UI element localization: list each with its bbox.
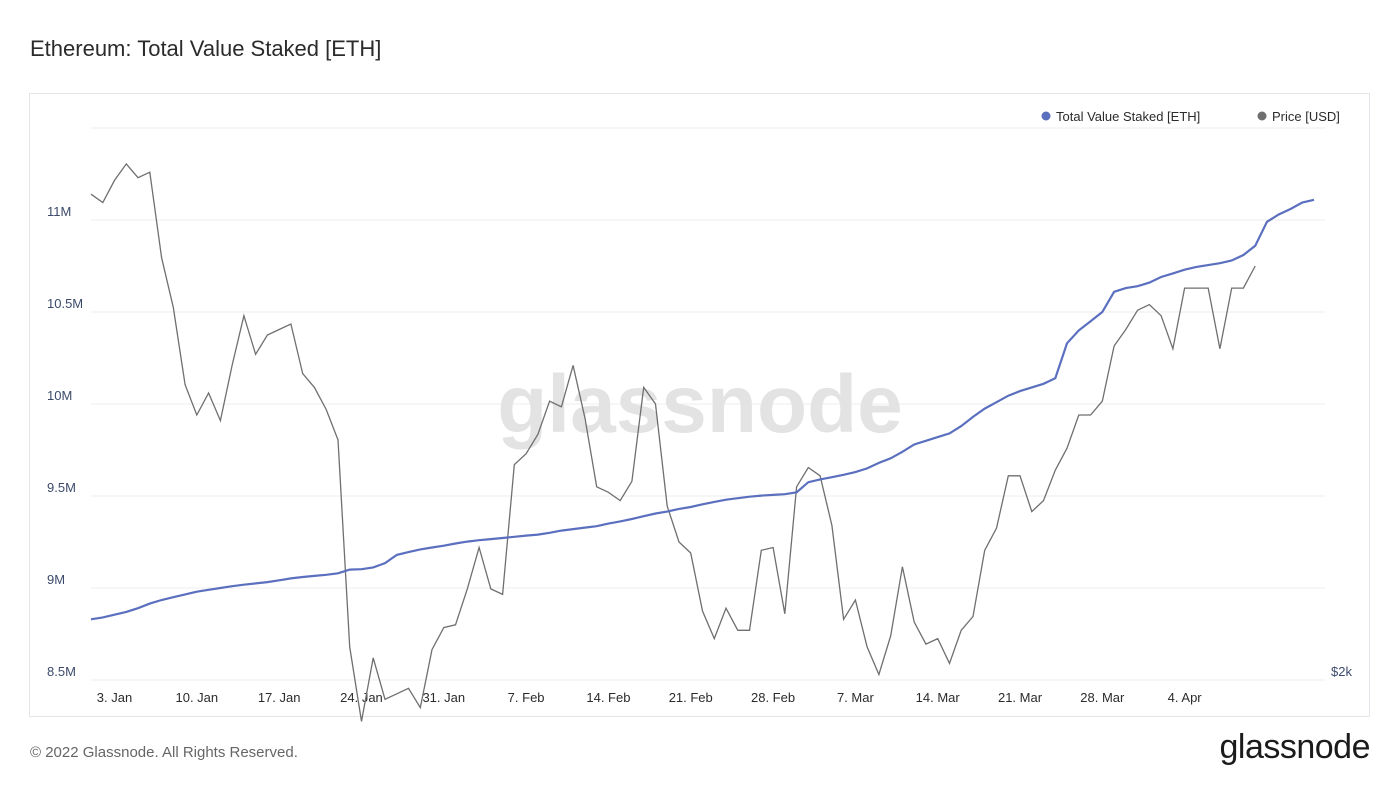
y-tick-label: 10.5M — [47, 296, 83, 311]
x-tick-label: 21. Feb — [669, 690, 713, 705]
legend-item-staked[interactable]: Total Value Staked [ETH] — [1041, 109, 1201, 124]
grid-lines — [91, 127, 1325, 681]
y-right-tick-label: $2k — [1331, 664, 1352, 679]
x-tick-label: 28. Feb — [751, 690, 795, 705]
x-tick-label: 17. Jan — [258, 690, 301, 705]
y-tick-label: 11M — [47, 204, 71, 219]
x-tick-label: 21. Mar — [998, 690, 1043, 705]
series-line-price — [90, 162, 1256, 722]
y-tick-label: 9M — [47, 572, 65, 587]
x-axis-ticks: 3. Jan 10. Jan 17. Jan 24. Jan 31. Jan 7. Feb… — [97, 690, 1202, 705]
legend-marker-staked — [1041, 111, 1051, 121]
watermark: glassnode — [497, 359, 903, 450]
legend-label-price: Price [USD] — [1272, 109, 1340, 124]
legend-marker-price — [1257, 111, 1267, 121]
legend-label-staked: Total Value Staked [ETH] — [1056, 109, 1200, 124]
x-tick-label: 14. Mar — [916, 690, 961, 705]
y-tick-label: 8.5M — [47, 664, 76, 679]
x-tick-label: 10. Jan — [176, 690, 219, 705]
y-right-axis-ticks: $2k — [1331, 664, 1352, 679]
x-tick-label: 3. Jan — [97, 690, 132, 705]
y-tick-label: 10M — [47, 388, 72, 403]
legend: Total Value Staked [ETH] Price [USD] — [1041, 109, 1340, 124]
x-tick-label: 24. Jan — [340, 690, 383, 705]
x-tick-label: 7. Mar — [837, 690, 875, 705]
legend-item-price[interactable]: Price [USD] — [1257, 109, 1340, 124]
y-tick-label: 9.5M — [47, 480, 76, 495]
x-tick-label: 4. Apr — [1168, 690, 1203, 705]
x-tick-label: 31. Jan — [422, 690, 465, 705]
x-tick-label: 28. Mar — [1080, 690, 1125, 705]
x-tick-label: 14. Feb — [586, 690, 630, 705]
series-line-staked — [90, 198, 1315, 621]
chart-panel — [29, 93, 1370, 717]
glassnode-logo[interactable]: glassnode — [1219, 728, 1370, 766]
x-tick-label: 7. Feb — [508, 690, 545, 705]
chart-title: Ethereum: Total Value Staked [ETH] — [30, 36, 382, 61]
y-axis-ticks: 8.5M 9M 9.5M 10M 10.5M 11M — [47, 204, 83, 679]
copyright-footer: © 2022 Glassnode. All Rights Reserved. — [30, 744, 298, 761]
